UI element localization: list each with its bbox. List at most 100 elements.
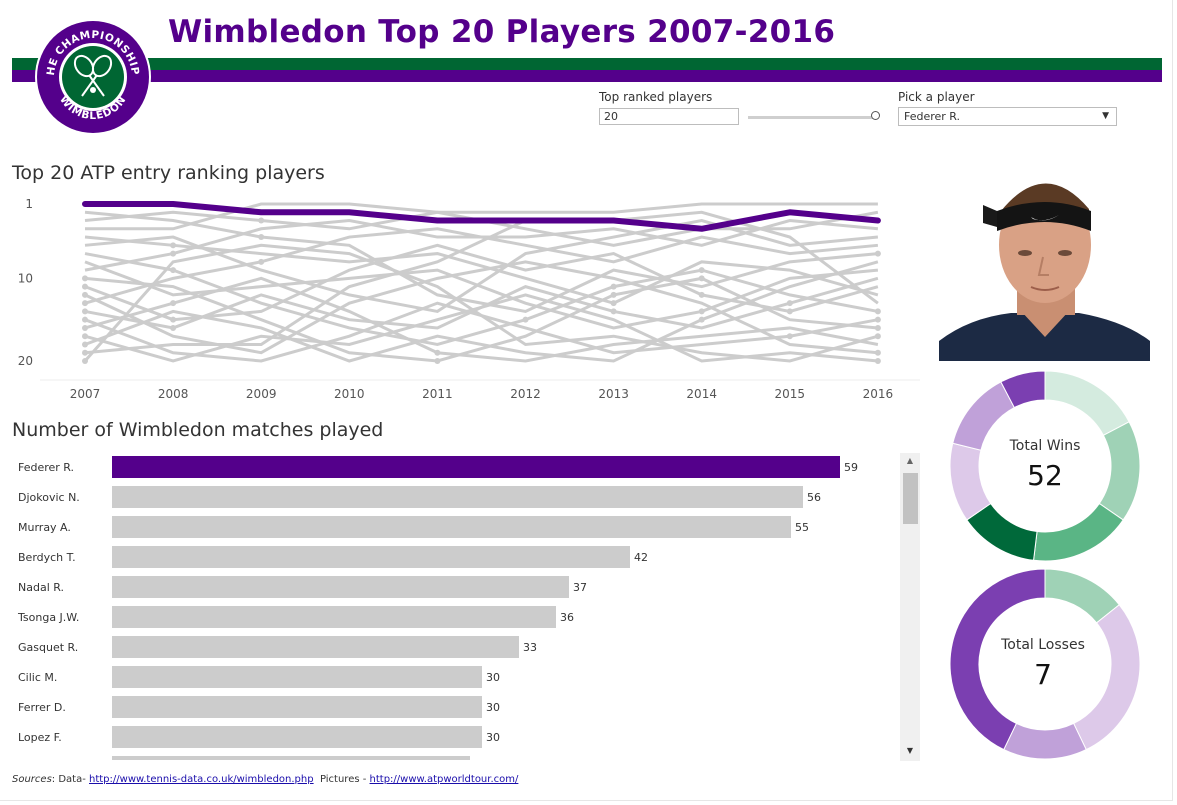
single-year-dot [170, 242, 177, 249]
data-source-link[interactable]: http://www.tennis-data.co.uk/wimbledon.p… [89, 774, 314, 785]
single-year-dot [610, 291, 617, 298]
x-tick-label: 2015 [775, 387, 806, 401]
y-axis-ticks: 1 10 20 [18, 197, 33, 368]
other-players-lines [83, 202, 879, 363]
top-ranked-slider-track[interactable] [748, 116, 874, 119]
sources-label: Sources [12, 774, 52, 785]
bar-value-label: 59 [844, 461, 858, 474]
bar-category-label: Nadal R. [18, 581, 64, 594]
pictures-source-label: Pictures - [313, 774, 370, 785]
scroll-down-icon[interactable]: ▼ [906, 746, 914, 755]
pick-player-label: Pick a player [898, 90, 975, 104]
bar-category-label: Gasquet R. [18, 641, 79, 654]
scroll-up-icon[interactable]: ▲ [906, 456, 914, 465]
bar-category-label: Berdych T. [18, 551, 76, 564]
single-year-dot [82, 324, 88, 331]
matches-bar[interactable] [112, 516, 791, 538]
donut-segment [1000, 370, 1046, 409]
matches-bar[interactable] [112, 486, 803, 508]
pick-player-dropdown[interactable]: Federer R. ▼ [898, 107, 1117, 126]
single-year-dot [874, 358, 881, 364]
x-tick-label: 2008 [158, 387, 189, 401]
x-tick-label: 2013 [598, 387, 629, 401]
total-losses-donut [949, 568, 1141, 760]
sources-footer: Sources: Data- http://www.tennis-data.co… [12, 774, 518, 785]
single-year-dot [170, 250, 177, 257]
bar-category-label: Tsonga J.W. [18, 611, 80, 624]
bar-value-label: 37 [573, 581, 587, 594]
top-ranked-slider-handle[interactable] [871, 111, 880, 120]
scrollbar-thumb[interactable] [903, 473, 918, 524]
matches-bar[interactable] [112, 606, 556, 628]
other-player-rank-line [84, 210, 879, 313]
header-green-stripe [12, 58, 1162, 70]
pictures-source-link[interactable]: http://www.atpworldtour.com/ [369, 774, 519, 785]
other-players-dots [82, 217, 881, 364]
matches-bar[interactable] [112, 576, 569, 598]
wimbledon-logo: THE CHAMPIONSHIPS WIMBLEDON [34, 18, 151, 135]
single-year-dot [170, 316, 177, 323]
matches-bar[interactable] [112, 456, 840, 478]
matches-bar[interactable] [112, 546, 630, 568]
chevron-down-icon: ▼ [1102, 111, 1109, 121]
single-year-dot [258, 234, 265, 241]
single-year-dot [610, 308, 617, 315]
single-year-dot [82, 341, 88, 348]
single-year-dot [82, 291, 88, 298]
bar-value-label: 36 [560, 611, 574, 624]
x-tick-label: 2016 [863, 387, 894, 401]
single-year-dot [698, 291, 705, 298]
x-tick-label: 2014 [686, 387, 717, 401]
bar-category-label: Federer R. [18, 461, 75, 474]
y-tick-label: 20 [18, 354, 33, 368]
bar-category-label: Ferrer D. [18, 701, 66, 714]
single-year-dot [874, 333, 881, 340]
page-title: Wimbledon Top 20 Players 2007-2016 [168, 14, 836, 50]
single-year-dot [82, 349, 88, 356]
highlight-player-line [82, 201, 881, 232]
crossed-rackets-icon [73, 54, 113, 97]
single-year-dot [698, 308, 705, 315]
highlight-player-rank-line [82, 201, 881, 232]
pick-player-value: Federer R. [904, 110, 961, 123]
donut-segment [1044, 370, 1130, 437]
matches-bar[interactable] [112, 696, 482, 718]
matches-bar[interactable] [112, 726, 482, 748]
single-year-dot [786, 333, 793, 340]
bar-value-label: 33 [523, 641, 537, 654]
total-losses-value: 7 [1034, 658, 1052, 691]
player-photo [939, 153, 1150, 361]
single-year-dot [786, 308, 793, 315]
other-player-rank-line [84, 276, 879, 363]
donut-segment [1032, 502, 1124, 562]
bar-category-label: Djokovic N. [18, 491, 80, 504]
matches-bar[interactable] [112, 666, 482, 688]
bar-value-label: 30 [486, 671, 500, 684]
single-year-dot [82, 275, 88, 282]
data-source-label: : Data- [51, 774, 89, 785]
single-year-dot [874, 349, 881, 356]
single-year-dot [610, 300, 617, 307]
x-tick-label: 2011 [422, 387, 453, 401]
single-year-dot [170, 324, 177, 331]
x-axis-ticks: 2007 2008 2009 2010 2011 2012 2013 2014 2015 2016 [70, 387, 893, 401]
top-ranked-input[interactable]: 20 [599, 108, 739, 125]
single-year-dot [170, 300, 177, 307]
single-year-dot [82, 283, 88, 290]
ranking-chart-title: Top 20 ATP entry ranking players [12, 162, 325, 184]
matches-bar[interactable] [112, 636, 519, 658]
bar-value-label: 30 [486, 701, 500, 714]
single-year-dot [698, 275, 705, 282]
bar-chart-scrollbar[interactable]: ▲ ▼ [900, 453, 920, 761]
matches-chart-title: Number of Wimbledon matches played [12, 419, 384, 441]
bar-category-label: Cilic M. [18, 671, 58, 684]
header-purple-stripe [12, 70, 1162, 82]
other-player-rank-line [84, 260, 879, 363]
bar-value-label: 55 [795, 521, 809, 534]
total-losses-label: Total Losses [1001, 637, 1085, 653]
single-year-dot [82, 308, 88, 315]
other-player-rank-line [84, 235, 879, 305]
single-year-dot [874, 324, 881, 331]
single-year-dot [434, 358, 441, 364]
